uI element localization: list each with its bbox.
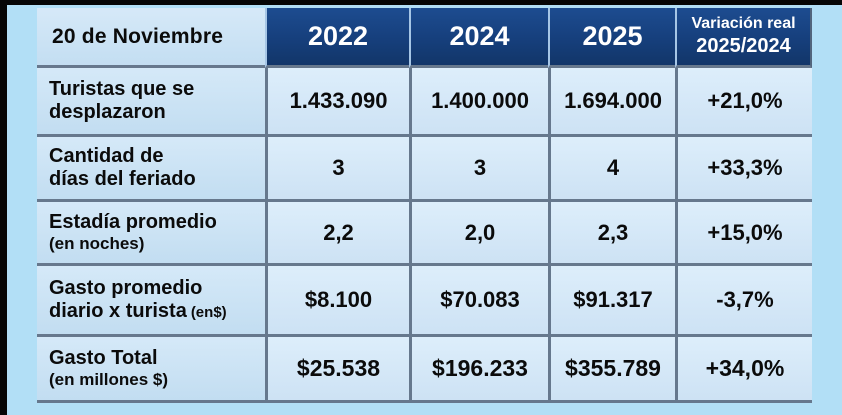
variation-cell: +21,0% [675, 68, 812, 137]
row-label-line1: Gasto Total [49, 347, 158, 370]
row-label-line1: Cantidad de [49, 145, 164, 167]
column-header-2022: 2022 [265, 8, 409, 68]
row-label-line2: (en millones $) [49, 370, 169, 390]
row-label-line2: (en noches) [49, 234, 145, 254]
year-label: 2024 [449, 21, 510, 51]
variation-header-line2: 2025/2024 [696, 35, 791, 57]
value-cell: $8.100 [265, 266, 409, 337]
row-label-line1: Gasto promedio [49, 277, 203, 299]
row-label-line1: Turistas que se [49, 78, 195, 100]
value-cell: $70.083 [409, 266, 548, 337]
variation-cell: +15,0% [675, 202, 812, 266]
value-cell: 2,0 [409, 202, 548, 266]
row-label-gasto-total: Gasto Total (en millones $) [37, 337, 265, 403]
row-label-suffix: (en$) [190, 304, 227, 321]
variation-cell: -3,7% [675, 266, 812, 337]
value-cell: 2,2 [265, 202, 409, 266]
row-label-line1: Estadía promedio [49, 211, 217, 234]
variation-cell: +33,3% [675, 137, 812, 202]
year-label: 2025 [582, 21, 643, 51]
column-header-2025: 2025 [548, 8, 675, 68]
row-label-dias-feriado: Cantidad de días del feriado [37, 137, 265, 202]
value-cell: 1.694.000 [548, 68, 675, 137]
value-cell: 3 [265, 137, 409, 202]
row-label-gasto-promedio: Gasto promedio diario x turista (en$) [37, 266, 265, 337]
variation-cell: +34,0% [675, 337, 812, 403]
value-cell: $196.233 [409, 337, 548, 403]
variation-header-line1: Variación real [691, 15, 796, 32]
table-corner-header: 20 de Noviembre [37, 8, 265, 68]
value-cell: 1.400.000 [409, 68, 548, 137]
value-cell: 4 [548, 137, 675, 202]
value-cell: 3 [409, 137, 548, 202]
value-cell: 1.433.090 [265, 68, 409, 137]
value-cell: $91.317 [548, 266, 675, 337]
row-label-line2: días del feriado [49, 168, 196, 190]
column-header-variation: Variación real 2025/2024 [675, 8, 812, 68]
row-label-line2: diario x turista (en$) [49, 300, 265, 323]
row-label-estadia: Estadía promedio (en noches) [37, 202, 265, 266]
value-cell: $355.789 [548, 337, 675, 403]
tourism-stats-table: 20 de Noviembre 2022 2024 2025 Variación… [37, 8, 812, 403]
value-cell: 2,3 [548, 202, 675, 266]
year-label: 2022 [307, 21, 369, 51]
row-label-line2-text: diario x turista [49, 300, 187, 322]
value-cell: $25.538 [265, 337, 409, 403]
corner-title: 20 de Noviembre [52, 24, 224, 48]
column-header-2024: 2024 [409, 8, 548, 68]
row-label-turistas: Turistas que se desplazaron [37, 68, 265, 137]
row-label-line2: desplazaron [49, 101, 166, 123]
